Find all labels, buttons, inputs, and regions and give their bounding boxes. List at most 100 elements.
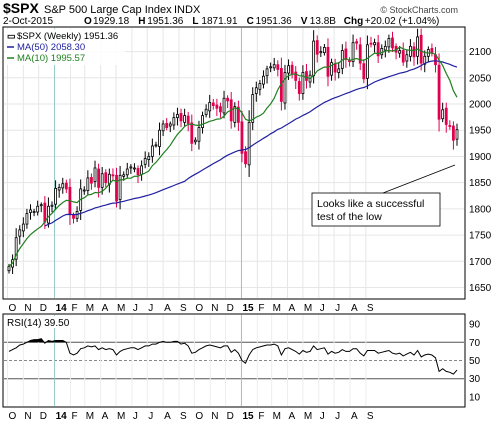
candle-body (82, 189, 86, 192)
candle-body (290, 64, 294, 75)
candle (204, 104, 208, 118)
candles (7, 28, 459, 274)
price-x-tick-label: 14 (56, 303, 68, 314)
candle-body (448, 125, 452, 127)
ma10-line (8, 46, 458, 267)
price-x-tick-label: A (164, 303, 171, 314)
candle (208, 94, 212, 118)
ohlc-value: 1929.18 (93, 16, 130, 27)
candle (129, 164, 133, 174)
candle-body (211, 102, 215, 106)
annotation-arrow (382, 164, 456, 194)
candle-body (236, 106, 240, 123)
price-x-tick-label: J (148, 303, 153, 314)
price-x-tick-label: F (258, 303, 264, 314)
rsi-x-tick-label: M (86, 411, 94, 422)
legend-entry: MA(50) 2058.30 (17, 42, 85, 53)
candle (25, 208, 29, 229)
candle-body (158, 129, 161, 147)
candle (355, 38, 359, 50)
candle (7, 263, 11, 274)
candle (14, 228, 18, 267)
candle-body (355, 41, 359, 44)
candle-body (208, 102, 212, 112)
candle-body (322, 46, 326, 54)
index-name: S&P 500 Large Cap Index (44, 4, 172, 16)
candle-body (226, 97, 230, 102)
candle-body (193, 139, 197, 143)
candle (308, 70, 312, 88)
candle (297, 77, 301, 101)
price-x-tick-label: S (180, 303, 187, 314)
candle (97, 163, 100, 198)
candle-body (201, 115, 204, 129)
candle (82, 186, 86, 195)
candle-body (444, 107, 448, 125)
rsi-y-axis: 10 30 50 70 90 (469, 320, 481, 404)
candle-body (412, 46, 416, 58)
candle (115, 167, 118, 208)
candle-body (326, 46, 330, 77)
candle (133, 163, 136, 173)
rsi-tick-label: 10 (469, 392, 481, 403)
price-tick-label: 2050 (469, 73, 492, 84)
price-x-tick-label: N (211, 303, 218, 314)
candle-body (122, 174, 126, 177)
rsi-label-bg (5, 316, 79, 328)
candle-body (61, 183, 65, 189)
candle (419, 28, 423, 71)
candle-body (190, 122, 194, 144)
candle (190, 114, 194, 152)
rsi-x-tick-label: M (273, 411, 281, 422)
candle-body (21, 223, 25, 232)
candle (305, 63, 308, 89)
legend-bg (5, 29, 125, 65)
candle (391, 31, 394, 53)
ohlc-row: O 1929.18 H 1951.36 L 1871.91 C 1951.36 V 13.8B Ch… (84, 16, 439, 27)
rsi-x-tick-label: N (24, 411, 31, 422)
candle-body (39, 204, 43, 207)
candle-body (301, 72, 305, 94)
candle-body (452, 125, 455, 141)
candle-body (64, 182, 68, 190)
candle-body (233, 106, 237, 123)
candle-body (222, 97, 226, 114)
annotation-line-1: Looks like a successful (317, 198, 424, 210)
candle-body (143, 158, 147, 165)
candle-body (258, 83, 262, 90)
rsi-x-tick-label: S (367, 411, 374, 422)
rsi-tick-label: 30 (469, 374, 481, 385)
candle (373, 38, 376, 53)
candle-body (419, 34, 423, 64)
candle (319, 46, 323, 57)
legend-marker: ▭ (7, 31, 16, 41)
candle (29, 204, 32, 220)
rsi-tick-label: 50 (469, 356, 481, 367)
candle-body (7, 266, 11, 272)
candle-body (269, 66, 273, 69)
price-x-tick-label: M (117, 303, 125, 314)
candle (337, 62, 341, 79)
rsi-tick-label: 70 (469, 338, 481, 349)
candle-body (416, 36, 419, 57)
price-x-tick-label: J (320, 303, 325, 314)
candle (147, 152, 151, 167)
candle (136, 165, 140, 184)
candle-body (125, 168, 129, 176)
candle (201, 111, 204, 134)
candle (240, 110, 244, 163)
candle-body (262, 75, 265, 85)
rsi-x-tick-label: F (71, 411, 77, 422)
candle (276, 60, 280, 77)
candle (287, 59, 290, 80)
candle (383, 40, 387, 58)
candle-body (219, 106, 222, 113)
candle (254, 81, 258, 102)
candle-body (111, 174, 115, 177)
candle-body (297, 81, 301, 94)
rsi-x-tick-label: J (320, 411, 325, 422)
candle (43, 196, 47, 230)
price-tick-label: 1800 (469, 204, 492, 215)
rsi-x-tick-label: J (335, 411, 340, 422)
